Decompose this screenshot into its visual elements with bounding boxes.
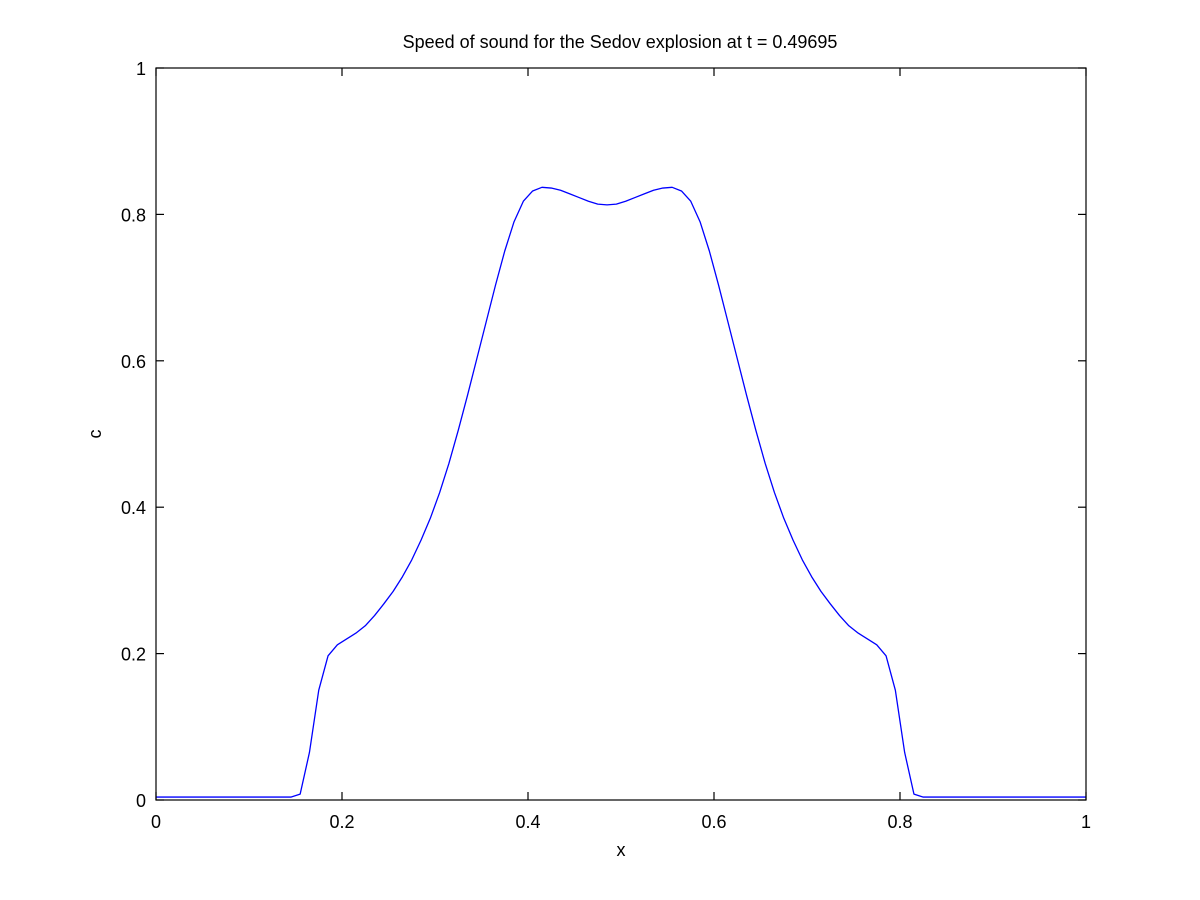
y-tick-label: 0.8 xyxy=(121,205,146,225)
x-tick-label: 0.4 xyxy=(515,812,540,832)
x-tick-label: 0.2 xyxy=(329,812,354,832)
x-axis-label: x xyxy=(617,840,626,860)
y-axis-label: c xyxy=(85,430,105,439)
chart-title: Speed of sound for the Sedov explosion a… xyxy=(403,32,838,52)
y-tick-label: 0.4 xyxy=(121,498,146,518)
x-tick-label: 1 xyxy=(1081,812,1091,832)
x-tick-label: 0.8 xyxy=(887,812,912,832)
y-tick-label: 1 xyxy=(136,59,146,79)
x-tick-label: 0.6 xyxy=(701,812,726,832)
y-tick-label: 0.2 xyxy=(121,645,146,665)
y-tick-label: 0 xyxy=(136,791,146,811)
y-tick-label: 0.6 xyxy=(121,352,146,372)
x-tick-label: 0 xyxy=(151,812,161,832)
